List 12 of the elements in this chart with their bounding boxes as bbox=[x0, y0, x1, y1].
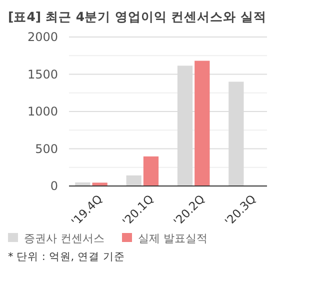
y-tick-label: 500 bbox=[35, 142, 58, 156]
chart-title: [표4] 최근 4분기 영업이익 컨센서스와 실적 bbox=[8, 9, 267, 24]
y-tick-label: 2000 bbox=[27, 30, 58, 44]
bar bbox=[126, 175, 142, 186]
legend-label: 실제 발표실적 bbox=[138, 232, 208, 245]
y-tick-label: 1500 bbox=[27, 67, 58, 82]
legend-label: 증권사 컨센서스 bbox=[24, 232, 104, 245]
y-tick-label: 0 bbox=[50, 179, 58, 194]
bar bbox=[143, 156, 159, 186]
bar bbox=[194, 60, 210, 186]
y-tick-label: 1000 bbox=[27, 104, 58, 119]
text: * 단위 : 억원, 연결 기준 bbox=[8, 251, 125, 263]
